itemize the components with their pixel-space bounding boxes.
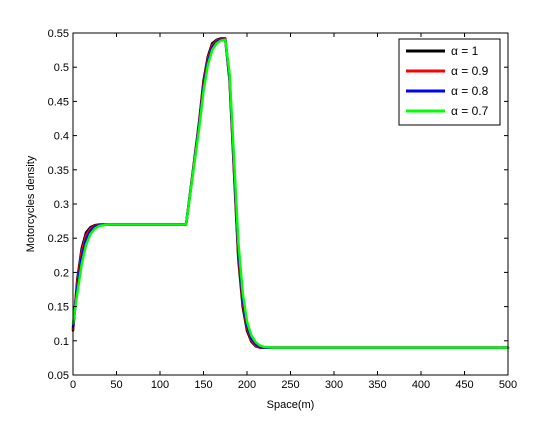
y-tick-label: 0.15 xyxy=(48,302,69,314)
y-tick-label: 0.4 xyxy=(54,131,69,143)
y-axis: 0.05 0.1 0.15 0.2 0.25 0.3 0.35 0.4 0.45 0.5 0.55 xyxy=(48,28,508,382)
y-axis-label: Motorcycles density xyxy=(25,155,37,252)
legend-label-2: α = 0.8 xyxy=(451,84,489,98)
legend-label-0: α = 1 xyxy=(451,44,479,58)
x-tick-label: 0 xyxy=(70,379,76,391)
y-tick-label: 0.05 xyxy=(48,370,69,382)
x-tick-label: 400 xyxy=(412,379,430,391)
y-tick-label: 0.2 xyxy=(54,267,69,279)
x-tick-label: 350 xyxy=(368,379,386,391)
x-tick-label: 500 xyxy=(499,379,517,391)
y-tick-label: 0.25 xyxy=(48,233,69,245)
x-tick-label: 450 xyxy=(455,379,473,391)
y-tick-label: 0.55 xyxy=(48,28,69,40)
x-tick-label: 300 xyxy=(325,379,343,391)
series-line-3 xyxy=(71,38,510,349)
x-tick-label: 250 xyxy=(281,379,299,391)
y-tick-label: 0.1 xyxy=(54,336,69,348)
series-group xyxy=(71,37,510,349)
legend: α = 1 α = 0.9 α = 0.8 α = 0.7 xyxy=(398,38,501,126)
x-axis: 0 50 100 150 200 250 300 350 400 450 500 xyxy=(70,33,517,391)
y-tick-label: 0.5 xyxy=(54,62,69,74)
x-tick-label: 200 xyxy=(238,379,256,391)
y-tick-label: 0.45 xyxy=(48,96,69,108)
x-axis-label: Space(m) xyxy=(267,399,315,411)
y-tick-label: 0.3 xyxy=(54,199,69,211)
x-tick-label: 50 xyxy=(110,379,122,391)
legend-label-3: α = 0.7 xyxy=(451,104,489,118)
legend-label-1: α = 0.9 xyxy=(451,64,489,78)
x-tick-label: 150 xyxy=(194,379,212,391)
x-tick-label: 100 xyxy=(151,379,169,391)
y-tick-label: 0.35 xyxy=(48,165,69,177)
